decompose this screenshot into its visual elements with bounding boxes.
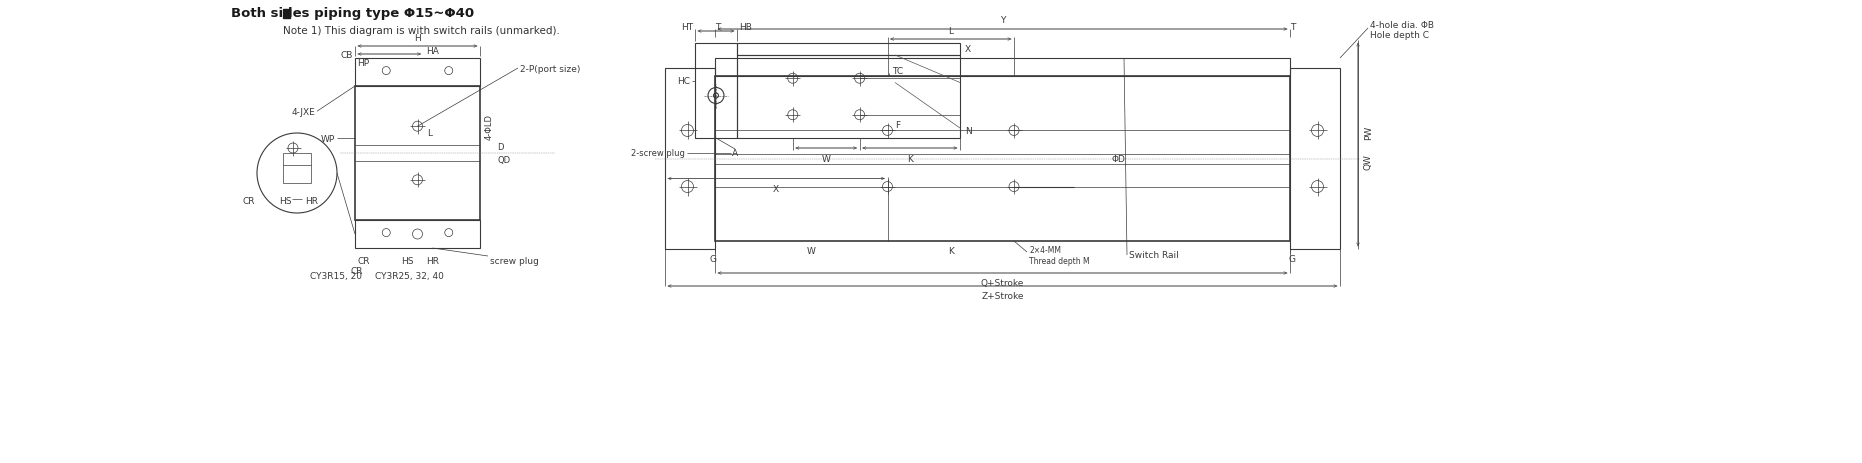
Text: 2-P(port size): 2-P(port size) [519, 64, 581, 73]
Text: G: G [1289, 255, 1296, 264]
Text: 4-hole dia. ΦB: 4-hole dia. ΦB [1370, 21, 1434, 31]
Text: HP: HP [358, 59, 369, 69]
Text: HS: HS [279, 197, 292, 206]
Bar [356, 87, 480, 220]
Text: W: W [806, 247, 816, 256]
Text: HR: HR [426, 256, 439, 265]
Bar [665, 69, 715, 250]
Text: G: G [709, 255, 717, 264]
Text: HR: HR [305, 197, 318, 206]
Bar [737, 56, 961, 139]
Bar [715, 59, 1290, 77]
Text: Q+Stroke: Q+Stroke [981, 278, 1024, 288]
Text: W: W [821, 155, 830, 163]
Text: 2-screw plug: 2-screw plug [631, 149, 685, 158]
Text: WP: WP [320, 134, 335, 143]
Text: ΦD: ΦD [1112, 155, 1127, 163]
Text: CR: CR [358, 256, 369, 265]
Bar [715, 77, 1290, 242]
Bar [737, 44, 961, 56]
Bar [283, 154, 311, 184]
Text: Switch Rail: Switch Rail [1128, 251, 1179, 260]
Text: X: X [773, 185, 780, 194]
Text: QW: QW [1365, 154, 1372, 170]
Text: HC: HC [678, 77, 691, 86]
Text: PW: PW [1365, 125, 1372, 139]
Bar [356, 59, 480, 87]
Text: K: K [948, 247, 953, 256]
Text: T: T [715, 24, 721, 32]
Text: CR: CR [350, 266, 363, 275]
Text: H: H [413, 34, 421, 43]
Text: 4-ΦLD: 4-ΦLD [484, 114, 493, 140]
Text: T: T [1290, 24, 1296, 32]
Bar [695, 44, 737, 139]
Text: 4-JXE: 4-JXE [290, 107, 315, 117]
Text: K: K [907, 155, 912, 163]
Text: CB: CB [341, 50, 354, 59]
Text: F: F [896, 121, 899, 130]
Text: HT: HT [681, 24, 693, 32]
Text: Note 1) This diagram is with switch rails (unmarked).: Note 1) This diagram is with switch rail… [283, 26, 560, 36]
Text: Both sides piping type Φ15~Φ40: Both sides piping type Φ15~Φ40 [231, 7, 475, 20]
Text: CR: CR [242, 197, 255, 206]
Text: CY3R25, 32, 40: CY3R25, 32, 40 [374, 272, 443, 281]
Text: HS: HS [400, 256, 413, 265]
Text: Y: Y [1000, 16, 1005, 25]
Text: HA: HA [426, 46, 439, 56]
Text: screw plug: screw plug [490, 256, 538, 265]
Text: TC: TC [892, 66, 903, 75]
Text: X: X [965, 45, 972, 54]
Bar [1290, 69, 1341, 250]
Text: D: D [497, 143, 503, 151]
Text: HB: HB [739, 24, 752, 32]
Bar [283, 10, 290, 19]
Text: CY3R15, 20: CY3R15, 20 [309, 272, 361, 281]
Text: 2×4-MM
Thread depth M: 2×4-MM Thread depth M [1030, 246, 1089, 265]
Text: L: L [948, 27, 953, 36]
Text: N: N [965, 126, 972, 135]
Text: Z+Stroke: Z+Stroke [981, 291, 1024, 300]
Text: Hole depth C: Hole depth C [1370, 31, 1428, 40]
Bar [356, 220, 480, 249]
Text: QD: QD [497, 156, 510, 165]
Text: L: L [428, 129, 432, 138]
Text: A: A [732, 149, 737, 158]
